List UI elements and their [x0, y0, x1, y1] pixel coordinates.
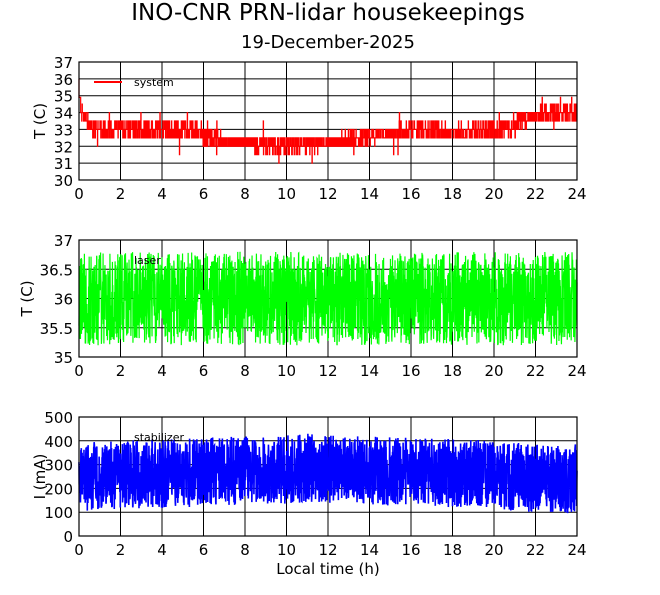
x-tick-label: 4: [157, 541, 167, 559]
y-axis-label: T (C): [18, 280, 36, 317]
y-tick-label: 0: [63, 528, 73, 546]
x-tick-label: 10: [277, 541, 296, 559]
x-tick-label: 0: [74, 541, 84, 559]
x-tick-label: 8: [240, 185, 250, 203]
x-tick-label: 12: [318, 362, 337, 380]
y-tick-label: 31: [54, 155, 73, 173]
y-tick-label: 35: [54, 349, 73, 367]
y-axis-label: T (C): [31, 103, 49, 140]
x-tick-label: 8: [240, 362, 250, 380]
x-tick-label: 12: [318, 541, 337, 559]
y-tick-label: 30: [54, 172, 73, 190]
y-tick-label: 36: [54, 291, 73, 309]
y-tick-label: 36.5: [40, 261, 73, 279]
y-tick-label: 32: [54, 138, 73, 156]
x-tick-label: 4: [157, 185, 167, 203]
y-tick-label: 37: [54, 232, 73, 250]
y-tick-label: 37: [54, 54, 73, 72]
x-tick-label: 12: [318, 185, 337, 203]
y-tick-label: 34: [54, 105, 73, 123]
x-tick-label: 2: [116, 362, 126, 380]
x-tick-label: 16: [401, 362, 420, 380]
y-tick-label: 33: [54, 121, 73, 139]
x-tick-label: 10: [277, 185, 296, 203]
x-tick-label: 24: [567, 362, 586, 380]
series-line-stabilizer: [78, 433, 578, 514]
y-axis-label: I (mA): [31, 454, 49, 500]
y-tick-label: 36: [54, 71, 73, 89]
chart-title: INO-CNR PRN-lidar housekeepings: [131, 0, 525, 26]
x-tick-label: 24: [567, 541, 586, 559]
x-axis-label: Local time (h): [276, 560, 380, 578]
x-tick-label: 6: [199, 541, 209, 559]
x-tick-label: 22: [526, 362, 545, 380]
x-tick-label: 24: [567, 185, 586, 203]
x-tick-label: 0: [74, 362, 84, 380]
x-tick-label: 18: [443, 362, 462, 380]
y-tick-label: 400: [44, 433, 73, 451]
chart-subtitle: 19-December-2025: [241, 32, 415, 53]
x-tick-label: 18: [443, 185, 462, 203]
x-tick-label: 16: [401, 185, 420, 203]
x-tick-label: 2: [116, 541, 126, 559]
x-tick-label: 4: [157, 362, 167, 380]
y-tick-label: 35.5: [40, 320, 73, 338]
x-tick-label: 18: [443, 541, 462, 559]
x-tick-label: 2: [116, 185, 126, 203]
legend-label-system: system: [134, 76, 174, 89]
x-tick-label: 10: [277, 362, 296, 380]
y-tick-label: 500: [44, 409, 73, 427]
y-tick-label: 200: [44, 480, 73, 498]
x-tick-label: 0: [74, 185, 84, 203]
x-tick-label: 14: [360, 541, 379, 559]
x-tick-label: 20: [484, 185, 503, 203]
x-tick-label: 22: [526, 185, 545, 203]
x-tick-label: 16: [401, 541, 420, 559]
x-tick-label: 14: [360, 362, 379, 380]
legend-label-stabilizer: stabilizer: [134, 431, 184, 444]
legend-label-laser: laser: [134, 254, 161, 267]
x-tick-label: 8: [240, 541, 250, 559]
x-tick-label: 6: [199, 185, 209, 203]
series-line-laser: [78, 251, 578, 346]
x-tick-label: 22: [526, 541, 545, 559]
series-line-system: [78, 78, 578, 164]
x-tick-label: 20: [484, 541, 503, 559]
y-tick-label: 35: [54, 88, 73, 106]
y-tick-label: 100: [44, 504, 73, 522]
x-tick-label: 14: [360, 185, 379, 203]
x-tick-label: 20: [484, 362, 503, 380]
x-tick-label: 6: [199, 362, 209, 380]
y-tick-label: 300: [44, 457, 73, 475]
